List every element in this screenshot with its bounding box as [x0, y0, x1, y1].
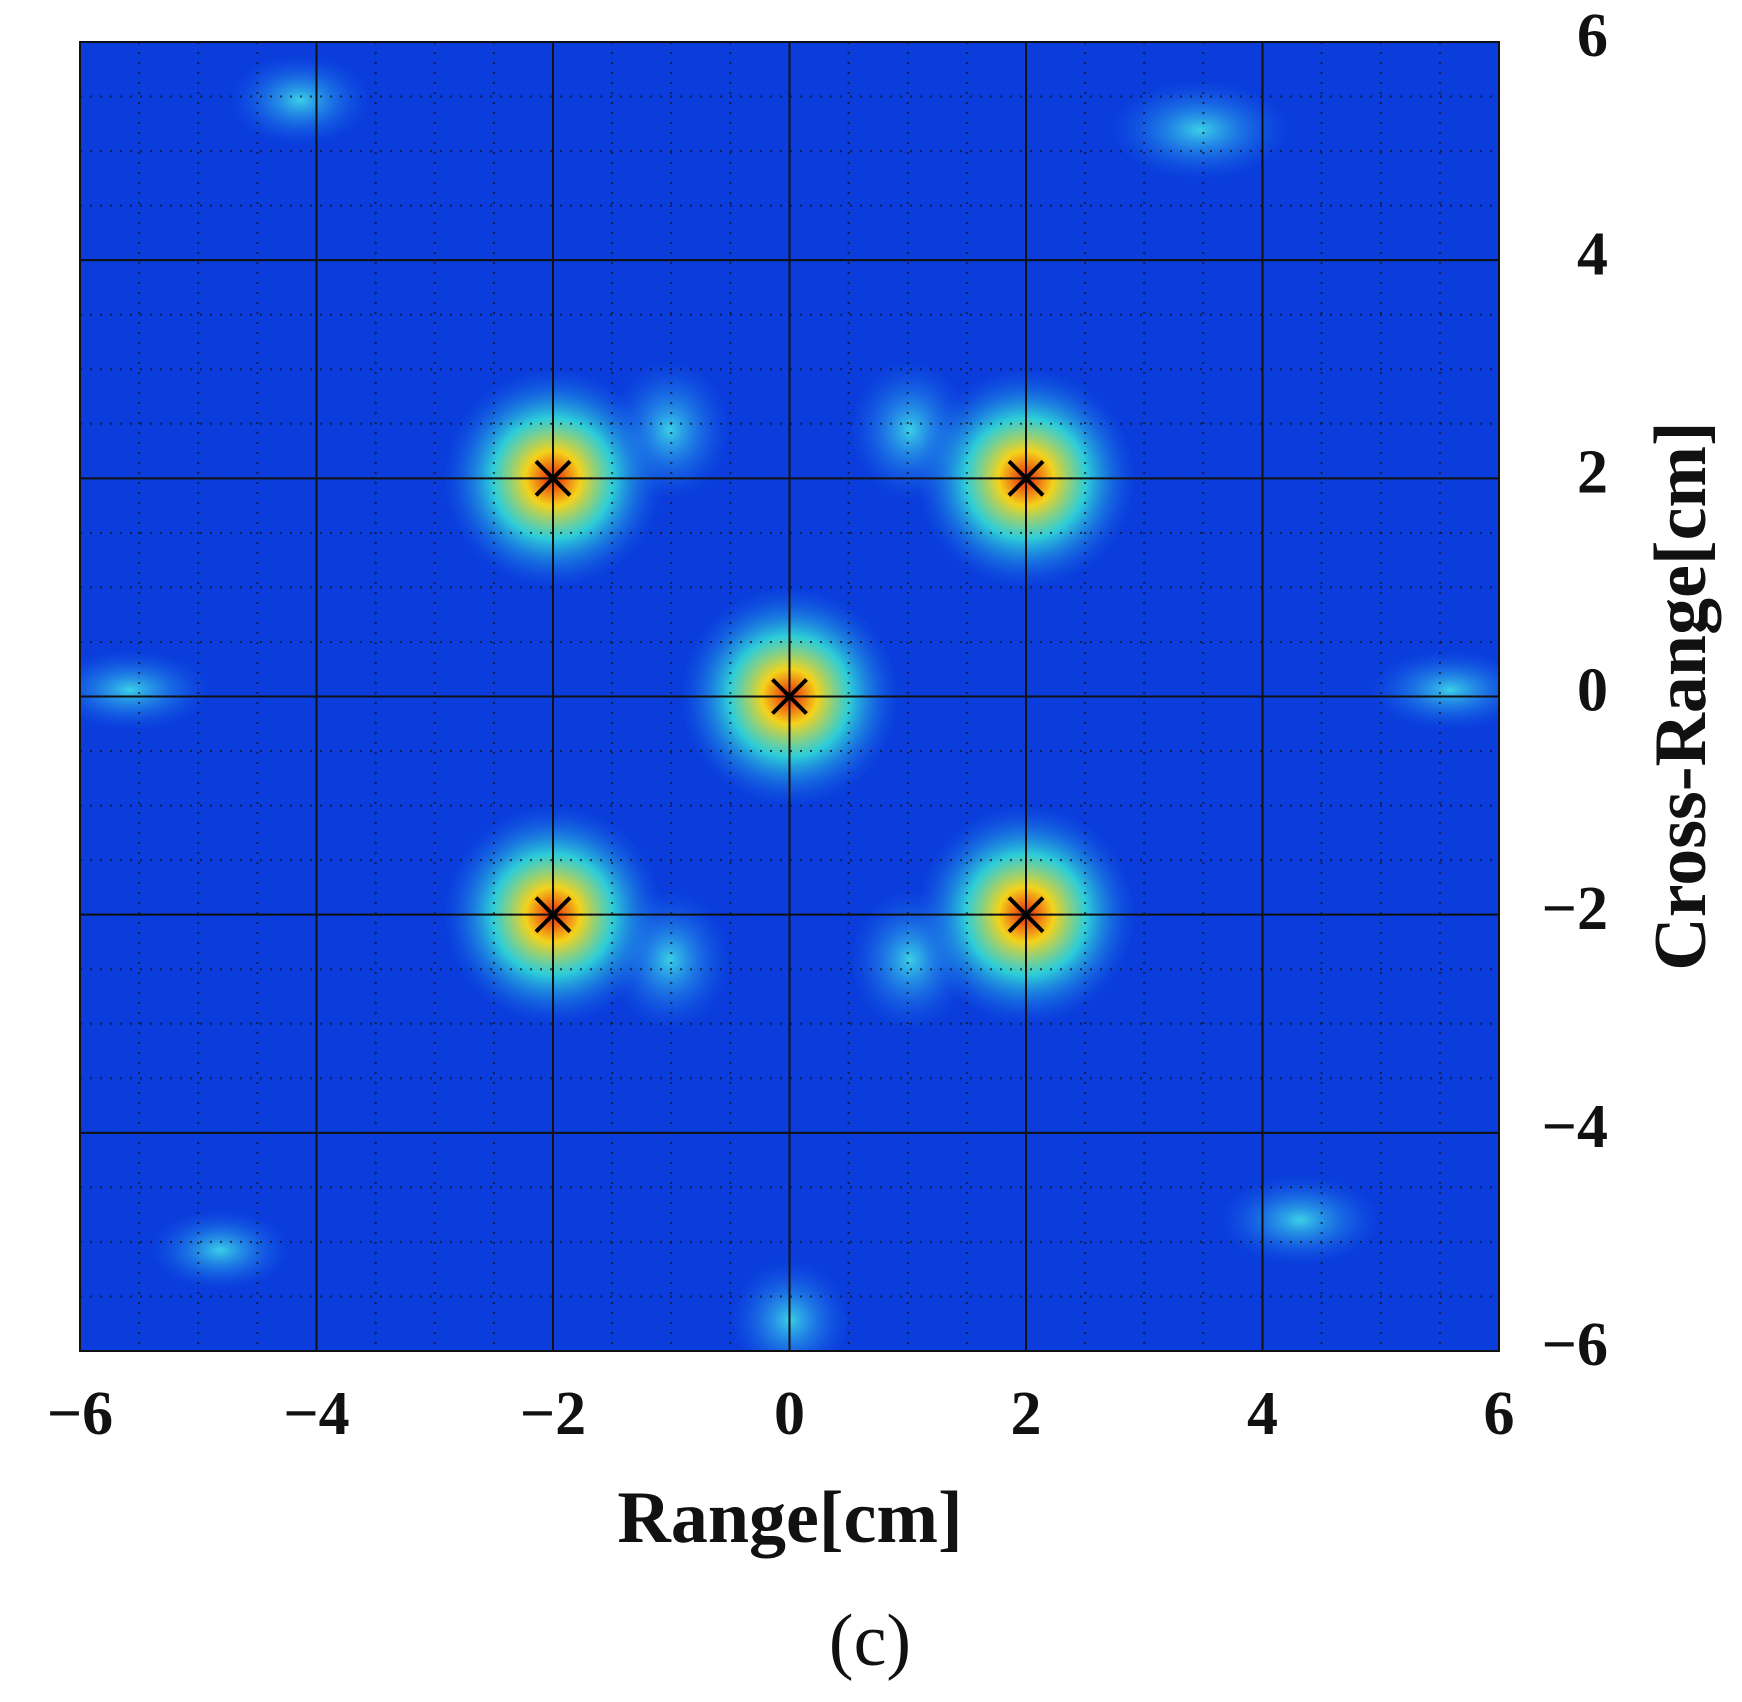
marker: [771, 678, 808, 715]
x-tick-label: −2: [520, 1380, 586, 1448]
y-tick-label: −6: [1542, 1311, 1608, 1379]
x-tick-label: 4: [1247, 1380, 1278, 1448]
marker: [534, 896, 572, 934]
marker: [1007, 896, 1045, 934]
y-axis-title: Cross-Range[cm]: [1640, 421, 1722, 970]
plot-frame: [79, 41, 1500, 1352]
marker: [534, 459, 572, 497]
y-tick-label: 4: [1577, 220, 1608, 288]
x-tick-label: 2: [1011, 1380, 1042, 1448]
x-tick-label: −4: [283, 1380, 349, 1448]
y-tick-label: −2: [1542, 875, 1608, 943]
caption: (c): [829, 1600, 911, 1682]
marker: [1007, 459, 1045, 497]
y-tick-label: −4: [1542, 1093, 1608, 1161]
y-tick-label: 2: [1577, 439, 1608, 507]
y-tick-label: 6: [1577, 2, 1608, 70]
x-tick-label: 0: [774, 1380, 805, 1448]
x-tick-label: −6: [47, 1380, 113, 1448]
y-tick-label: 0: [1577, 657, 1608, 725]
x-tick-label: 6: [1484, 1380, 1515, 1448]
x-axis-title: Range[cm]: [617, 1477, 962, 1559]
